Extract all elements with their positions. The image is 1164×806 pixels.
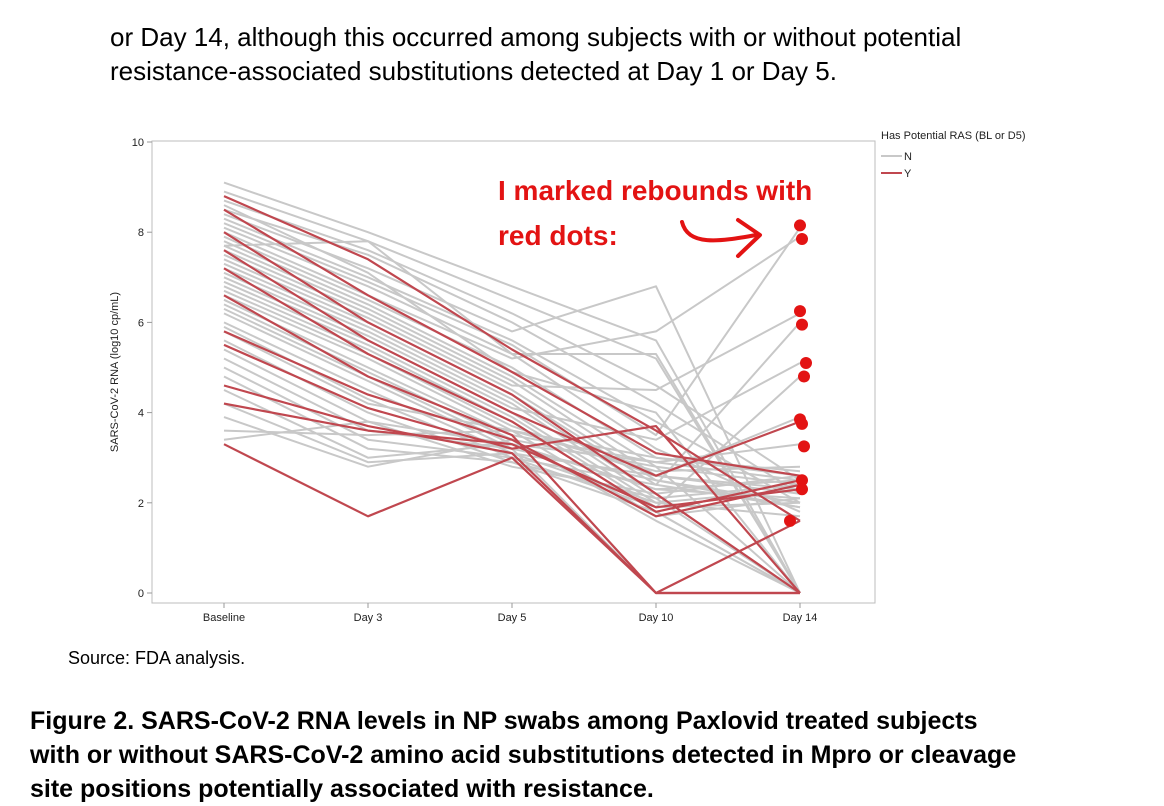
series-line-n (223, 240, 801, 594)
series-line-n (223, 429, 801, 473)
intro-paragraph: or Day 14, although this occurred among … (110, 20, 1110, 88)
rebound-dot (798, 370, 810, 383)
rebound-dot (796, 232, 808, 245)
series-line-n (223, 222, 801, 437)
series-line-n (223, 217, 801, 504)
legend: Has Potential RAS (BL or D5) N Y (881, 130, 1025, 180)
series-line-y (223, 208, 801, 477)
caption-line-1: Figure 2. SARS-CoV-2 RNA levels in NP sw… (30, 707, 978, 735)
figure-caption: Figure 2. SARS-CoV-2 RNA levels in NP sw… (30, 704, 1150, 806)
series-line-n (223, 375, 801, 594)
rebound-markers (784, 219, 812, 527)
series-line-y (223, 330, 801, 518)
series-line-n (223, 240, 801, 594)
x-tick-label: Day 5 (498, 612, 527, 624)
legend-title: Has Potential RAS (BL or D5) (881, 130, 1025, 142)
y-tick-label: 0 (138, 588, 144, 600)
y-tick-label: 10 (132, 137, 144, 149)
y-tick-label: 8 (138, 227, 144, 239)
series-lines (223, 181, 801, 595)
rebound-dot (798, 440, 810, 453)
rebound-dot (784, 514, 796, 527)
y-tick-label: 4 (138, 408, 144, 420)
x-tick-label: Day 14 (783, 612, 818, 624)
series-line-y (223, 343, 801, 594)
y-axis: 0 2 4 6 8 10 (132, 137, 152, 600)
x-axis: Baseline Day 3 Day 5 Day 10 Day 14 (203, 603, 818, 624)
x-tick-label: Baseline (203, 612, 245, 624)
source-note: Source: FDA analysis. (68, 648, 246, 668)
intro-line-2: resistance-associated substitutions dete… (110, 56, 837, 86)
rebound-dot (796, 483, 808, 496)
series-line-y (223, 384, 800, 595)
annotation: I marked rebounds with red dots: (498, 175, 812, 258)
intro-line-1: or Day 14, although this occurred among … (110, 22, 962, 52)
series-line-n (223, 253, 801, 509)
series-line-y (223, 402, 801, 509)
legend-label-n: N (904, 151, 912, 163)
annotation-line-2: red dots: (498, 220, 618, 251)
y-axis-label: SARS-CoV-2 RNA (log10 cp/mL) (109, 292, 121, 452)
rebound-dot (794, 219, 806, 232)
y-tick-label: 6 (138, 317, 144, 329)
caption-line-2: with or without SARS-CoV-2 amino acid su… (30, 741, 1017, 769)
rebound-dot (796, 474, 808, 487)
annotation-arrow (680, 220, 758, 243)
x-tick-label: Day 3 (354, 612, 383, 624)
series-line-n (223, 280, 801, 509)
caption-line-3: site positions potentially associated wi… (30, 775, 654, 803)
x-tick-label: Day 10 (639, 612, 674, 624)
series-line-n (223, 199, 801, 482)
y-tick-label: 2 (138, 498, 144, 510)
rebound-dot (796, 417, 808, 430)
series-line-y (223, 443, 801, 595)
series-line-y (223, 231, 801, 594)
series-line-y (223, 249, 801, 477)
rebound-dot (794, 305, 806, 318)
series-line-n (223, 181, 801, 594)
annotation-line-1: I marked rebounds with (498, 175, 812, 206)
series-line-n (223, 271, 801, 441)
series-line-n (223, 231, 801, 360)
rebound-dot (800, 356, 812, 369)
annotation-arrowhead (736, 218, 762, 258)
series-line-n (223, 190, 801, 594)
rebound-dot (796, 318, 808, 331)
legend-label-y: Y (904, 168, 912, 180)
